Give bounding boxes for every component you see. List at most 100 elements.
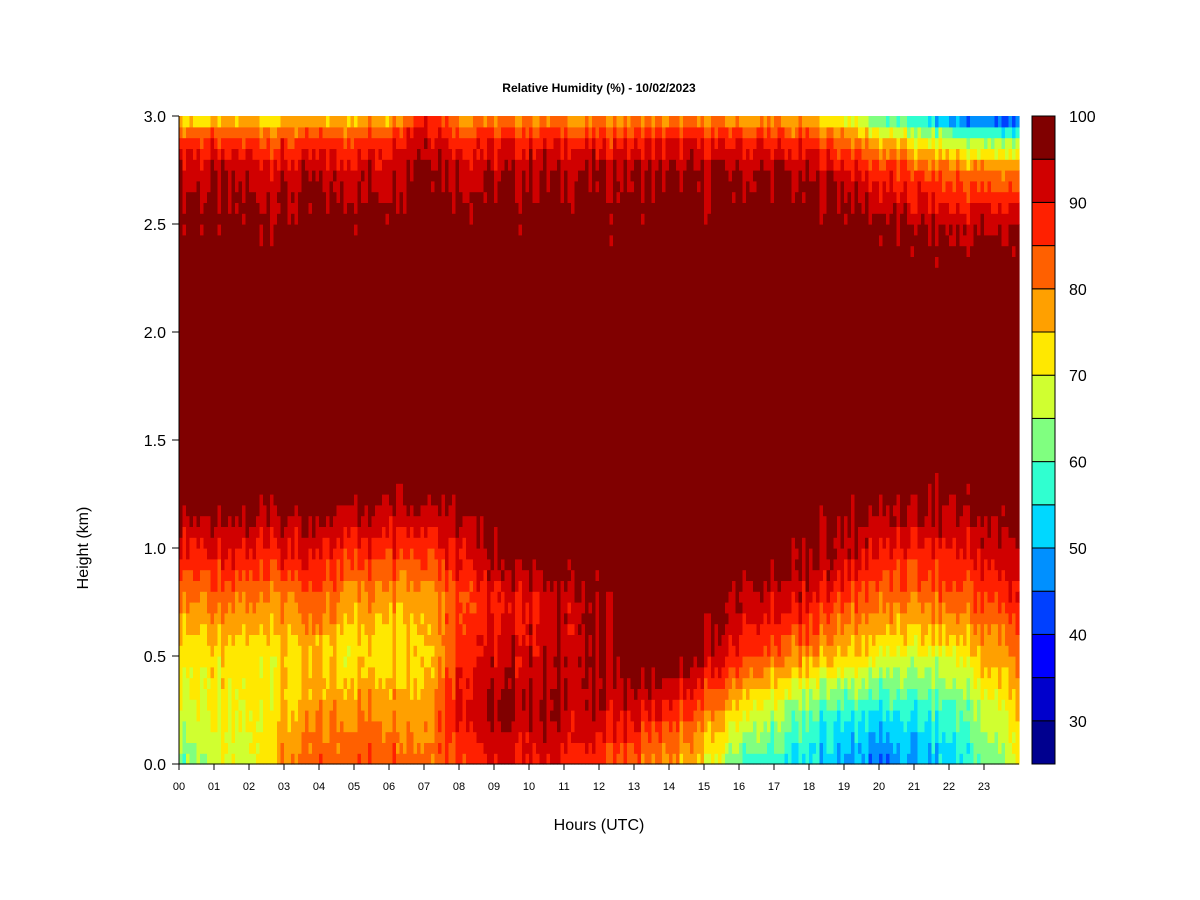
heatmap-cell <box>487 558 492 571</box>
heatmap-cell <box>494 526 499 581</box>
heatmap-cell <box>235 191 240 203</box>
heatmap-cell <box>914 591 919 625</box>
heatmap-cell <box>284 558 289 581</box>
heatmap-cell <box>497 699 502 722</box>
heatmap-cell <box>725 126 730 149</box>
heatmap-cell <box>819 224 824 506</box>
heatmap-cell <box>732 580 737 646</box>
heatmap-cell <box>200 591 205 625</box>
heatmap-cell <box>749 656 754 668</box>
heatmap-cell <box>249 126 254 139</box>
heatmap-cell <box>627 159 632 193</box>
heatmap-cell <box>956 137 961 149</box>
heatmap-cell <box>903 656 908 679</box>
heatmap-cell <box>473 612 478 668</box>
heatmap-cell <box>823 213 828 517</box>
heatmap-cell <box>935 558 940 592</box>
heatmap-cell <box>788 677 793 700</box>
y-axis: 0.00.51.01.52.02.53.0 <box>144 109 180 774</box>
y-tick-label: 1.5 <box>144 433 166 450</box>
heatmap-cell <box>910 494 915 527</box>
heatmap-cell <box>970 159 975 171</box>
heatmap-cell <box>770 558 775 592</box>
heatmap-cell <box>378 612 383 679</box>
heatmap-cell <box>385 137 390 160</box>
heatmap-cell <box>210 137 215 160</box>
heatmap-cell <box>679 699 684 722</box>
heatmap-cell <box>763 580 768 614</box>
heatmap-cell <box>959 612 964 635</box>
heatmap-cell <box>368 612 373 657</box>
heatmap-cell <box>763 148 768 171</box>
heatmap-cell <box>921 159 926 171</box>
heatmap-cell <box>935 645 940 657</box>
heatmap-cell <box>697 666 702 679</box>
heatmap-cell <box>518 580 523 646</box>
heatmap-cell <box>595 591 600 733</box>
heatmap-cell <box>889 591 894 625</box>
heatmap-cell <box>256 753 261 765</box>
heatmap-cell <box>434 504 439 527</box>
heatmap-cell <box>662 159 667 193</box>
heatmap-cell <box>1008 742 1013 765</box>
heatmap-cell <box>606 126 611 139</box>
heatmap-cell <box>452 137 457 160</box>
heatmap-cell <box>844 213 849 225</box>
heatmap-cell <box>777 753 782 765</box>
heatmap-cell <box>217 126 222 149</box>
heatmap-cell <box>903 677 908 700</box>
heatmap-cell <box>588 148 593 193</box>
heatmap-cell <box>676 126 681 139</box>
heatmap-cell <box>851 580 856 603</box>
heatmap-cell <box>249 731 254 743</box>
heatmap-cell <box>655 126 660 139</box>
heatmap-cell <box>791 159 796 203</box>
heatmap-cell <box>322 137 327 149</box>
heatmap-cell <box>396 483 401 527</box>
heatmap-cell <box>868 537 873 581</box>
heatmap-cell <box>798 602 803 625</box>
heatmap-cell <box>515 677 520 743</box>
heatmap-cell <box>781 126 786 149</box>
heatmap-cell <box>648 720 653 743</box>
heatmap-cell <box>336 742 341 754</box>
heatmap-cell <box>571 137 576 149</box>
heatmap-cell <box>354 213 359 225</box>
heatmap-cell <box>868 753 873 765</box>
heatmap-cell <box>844 677 849 689</box>
heatmap-cell <box>735 753 740 765</box>
heatmap-cell <box>399 526 404 549</box>
heatmap-cell <box>480 116 485 128</box>
heatmap-cell <box>994 623 999 668</box>
heatmap-cell <box>448 677 453 743</box>
heatmap-cell <box>854 634 859 657</box>
heatmap-cell <box>361 116 366 128</box>
heatmap-cell <box>368 558 373 581</box>
heatmap-cell <box>228 159 233 214</box>
x-tick-label: 16 <box>733 781 745 793</box>
heatmap-cell <box>847 170 852 193</box>
heatmap-cell <box>858 591 863 625</box>
heatmap-cell <box>266 116 271 128</box>
heatmap-cell <box>567 126 572 139</box>
heatmap-cell <box>907 548 912 560</box>
heatmap-cell <box>224 558 229 581</box>
heatmap-cell <box>578 656 583 668</box>
heatmap-cell <box>858 699 863 722</box>
heatmap-cell <box>844 753 849 765</box>
heatmap-cell <box>189 137 194 149</box>
heatmap-cell <box>693 170 698 657</box>
heatmap-cell <box>231 126 236 139</box>
heatmap-cell <box>980 159 985 182</box>
heatmap-cell <box>882 612 887 635</box>
heatmap-cell <box>497 116 502 139</box>
heatmap-cell <box>469 699 474 722</box>
heatmap-cell <box>487 720 492 765</box>
heatmap-cell <box>959 656 964 689</box>
heatmap-cell <box>826 116 831 128</box>
heatmap-cell <box>613 116 618 128</box>
heatmap-cell <box>259 170 264 214</box>
heatmap-cell <box>910 645 915 657</box>
heatmap-cell <box>1005 580 1010 614</box>
heatmap-cell <box>753 720 758 754</box>
